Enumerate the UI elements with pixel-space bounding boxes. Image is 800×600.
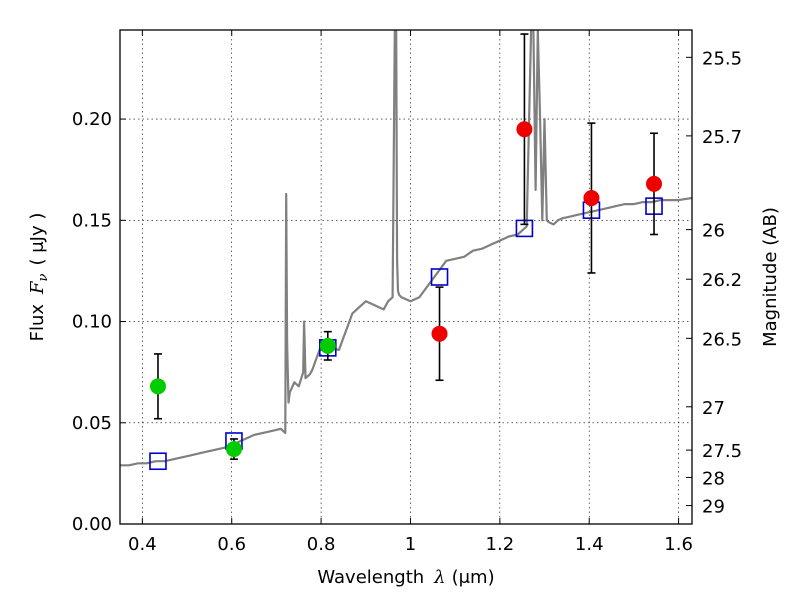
y2-tick-label: 27.5 bbox=[702, 441, 742, 462]
y2-tick-label: 29 bbox=[702, 497, 725, 518]
detection-point bbox=[149, 378, 166, 395]
y2-tick-label: 26.2 bbox=[702, 270, 742, 291]
axis-labels: Wavelength λ (μm) FluxFν( μJy ) Magnitude … bbox=[27, 207, 781, 588]
model-photometry-square bbox=[430, 268, 449, 286]
detection-point bbox=[225, 441, 242, 458]
x-tick-label: 1 bbox=[405, 534, 416, 555]
detection-point bbox=[431, 325, 448, 342]
y-tick-label: 0.15 bbox=[72, 210, 112, 231]
y2-tick-label: 26 bbox=[702, 221, 725, 242]
x-tick-label: 1.4 bbox=[575, 534, 604, 555]
x-tick-label: 1.2 bbox=[486, 534, 515, 555]
detection-point bbox=[516, 121, 533, 138]
y2-axis-label: Magnitude (AB) bbox=[760, 207, 781, 347]
detection-point bbox=[646, 175, 663, 192]
y-tick-label: 0.20 bbox=[72, 109, 112, 130]
y-tick-label: 0.00 bbox=[72, 514, 112, 535]
y2-tick-label: 27 bbox=[702, 398, 725, 419]
y2-tick-label: 28 bbox=[702, 468, 725, 489]
grid bbox=[120, 30, 692, 525]
marker-layer bbox=[149, 33, 663, 471]
x-tick-label: 0.6 bbox=[217, 534, 246, 555]
spectrum-layer bbox=[120, 30, 692, 467]
detection-point bbox=[583, 190, 600, 207]
y2-tick-label: 26.5 bbox=[702, 329, 742, 350]
x-tick-label: 0.8 bbox=[307, 534, 336, 555]
x-axis-label: Wavelength λ (μm) bbox=[317, 567, 494, 588]
detection-point bbox=[319, 337, 336, 354]
x-tick-label: 1.6 bbox=[664, 534, 693, 555]
y2-tick-label: 25.5 bbox=[702, 48, 742, 69]
y-tick-label: 0.10 bbox=[72, 312, 112, 333]
y2-tick-label: 25.7 bbox=[702, 127, 742, 148]
y-axis-label: FluxFν( μJy ) bbox=[27, 213, 51, 342]
x-tick-label: 0.4 bbox=[128, 534, 157, 555]
spectrum-line bbox=[120, 30, 692, 467]
y-tick-label: 0.05 bbox=[72, 413, 112, 434]
model-photometry-square bbox=[149, 452, 167, 471]
plot-frame bbox=[119, 29, 693, 525]
axes: 0.4 0.6 0.8 1 1.2 1.4 1.6 0.00 0.05 0.10 0.15 0.20 2… bbox=[72, 29, 742, 555]
